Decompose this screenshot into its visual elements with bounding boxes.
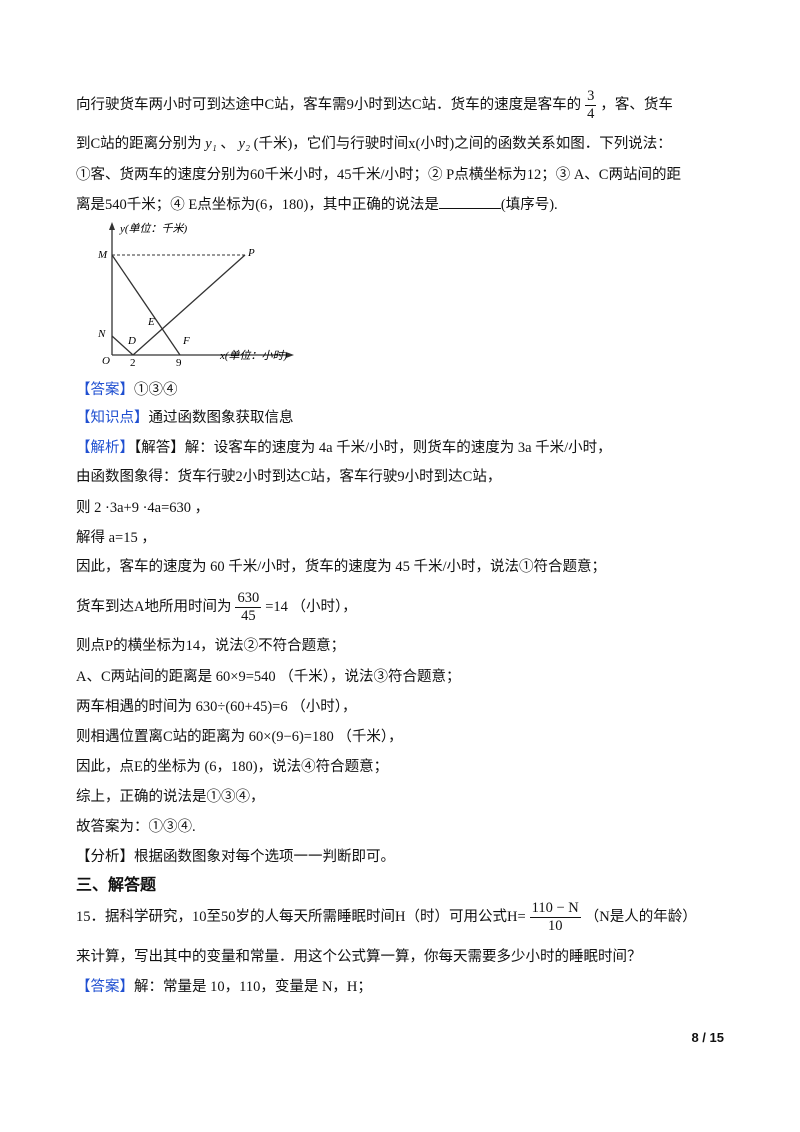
problem-text-line: 离是540千米；④ E点坐标为(6，180)，其中正确的说法是 (填序号). [76,194,558,215]
problem-text-line: 到C站的距离分别为 y₁ 、 y₂ (千米)，它们与行驶时间x(小时)之间的函数… [76,134,672,154]
analysis-line: 故答案为：①③④. [76,819,196,835]
comment-text: 根据函数图象对每个选项一一判断即可。 [134,849,395,865]
point-M: M [97,249,108,261]
text: 到C站的距离分别为 [76,136,202,152]
text: 离是540千米；④ E点坐标为(6，180)，其中正确的说法是 [76,197,439,213]
text: 向行驶货车两小时可到达途中C站，客车需9小时到达C站．货车的速度是客车的 [76,96,582,113]
function-graph: y(单位：千米) x(单位：小时) M N O D E F P 2 9 [97,222,294,368]
page-number: 8 / 15 [691,1030,724,1045]
analysis-line: 由函数图象得：货车行驶2小时到达C站，客车行驶9小时到达C站， [76,469,502,485]
knowledge-line: 【知识点】通过函数图象获取信息 [76,408,294,428]
point-P: P [247,247,255,259]
answer-label: 【答案】 [76,979,134,995]
text: （N是人的年龄） [584,908,697,925]
analysis-line: 因此，客车的速度为 60 千米/小时，货车的速度为 45 千米/小时，说法①符合… [76,559,607,575]
answer-label: 【答案】 [76,382,134,398]
point-N: N [97,328,106,340]
comment-line: 【分析】根据函数图象对每个选项一一判断即可。 [76,847,395,867]
answer-blank [438,194,501,209]
denominator: 45 [241,608,256,624]
numerator: 110 − N [529,900,581,918]
numerator: 3 [585,88,597,106]
analysis-line: 则 2 ·3a+9 ·4a=630 ， [76,500,210,516]
answer-line: 【答案】①③④ [76,380,178,400]
line-MF [111,254,181,356]
var-y2: y₂ [238,136,251,152]
point-D: D [127,335,136,347]
x-tick-2: 2 [130,357,136,368]
numerator: 630 [235,590,262,608]
point-F: F [182,335,190,347]
text: 15．据科学研究，10至50岁的人每天所需睡眠时间H（时）可用公式H= [76,908,526,925]
x-axis-arrow-icon [286,352,294,358]
line-DP [132,254,246,356]
analysis-label: 【解析】 [76,440,134,456]
line-ND [111,335,134,356]
var-y1: y₁ [205,136,217,152]
answer-text: 解：常量是 10，110，变量是 N，H； [134,979,372,995]
analysis-line: A、C两站间的距离是 60×9=540 （千米），说法③符合题意； [76,669,461,685]
point-E: E [147,316,155,328]
denominator: 4 [587,106,595,122]
text: 、 [220,136,235,152]
analysis-line: 因此，点E的坐标为 (6，180)，说法④符合题意； [76,759,389,775]
analysis-line: 两车相遇的时间为 630÷(60+45)=6 （小时）， [76,699,357,715]
problem-15-line: 15．据科学研究，10至50岁的人每天所需睡眠时间H（时）可用公式H= 110 −… [76,900,697,935]
analysis-text: 【解答】解：设客车的速度为 4a 千米/小时，则货车的速度为 3a 千米/小时， [134,440,612,456]
analysis-line: 则相遇位置离C站的距离为 60×(9−6)=180 （千米）， [76,729,403,745]
comment-label: 【分析】 [76,849,134,865]
section-heading: 三、解答题 [76,875,157,894]
fraction: 110 − N 10 [529,900,581,935]
y-axis-arrow-icon [109,222,115,230]
denominator: 10 [547,918,563,934]
text: (千米)，它们与行驶时间x(小时)之间的函数关系如图．下列说法： [253,136,672,152]
problem-text-line: 向行驶货车两小时可到达途中C站，客车需9小时到达C站．货车的速度是客车的 3 4 ，客… [76,88,673,123]
analysis-line: 【解析】【解答】解：设客车的速度为 4a 千米/小时，则货车的速度为 3a 千米… [76,438,612,458]
problem-text-line: ①客、货两车的速度分别为60千米小时，45千米/小时；② P点横坐标为12；③ … [76,167,681,183]
problem-15-line: 来计算，写出其中的变量和常量．用这个公式算一算，你每天需要多少小时的睡眠时间？ [76,949,642,965]
y-axis-label: y(单位：千米) [119,222,188,235]
x-tick-9: 9 [176,357,182,368]
problem-15-answer: 【答案】解：常量是 10，110，变量是 N，H； [76,977,372,997]
knowledge-label: 【知识点】 [76,410,149,426]
point-O: O [102,355,110,367]
text: ，客、货车 [600,96,673,113]
analysis-line: 货车到达A地所用时间为 630 45 =14 （小时）， [76,590,357,625]
analysis-line: 解得 a=15 ， [76,530,156,546]
answer-text: ①③④ [134,382,178,398]
knowledge-text: 通过函数图象获取信息 [148,410,294,426]
text: (填序号). [500,197,558,213]
fraction: 630 45 [235,590,262,625]
text: =14 （小时）， [265,598,357,615]
analysis-line: 综上，正确的说法是①③④， [76,789,265,805]
x-axis-label: x(单位：小时) [219,349,288,362]
text: 货车到达A地所用时间为 [76,598,232,615]
analysis-line: 则点P的横坐标为14，说法②不符合题意； [76,638,346,654]
